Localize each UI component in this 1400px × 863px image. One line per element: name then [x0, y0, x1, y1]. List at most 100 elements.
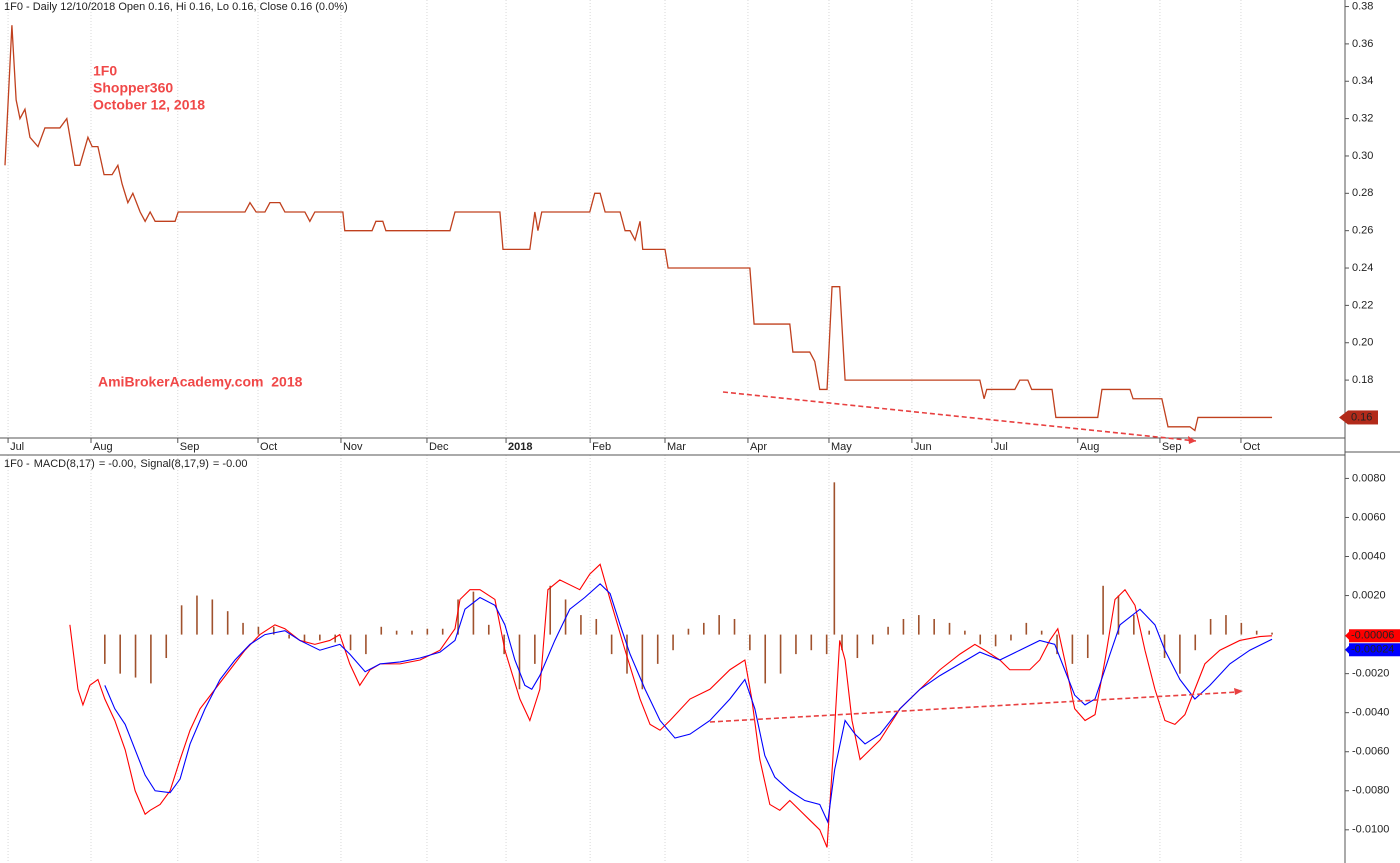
histogram-bar — [1133, 615, 1135, 635]
histogram-bar — [134, 634, 137, 678]
y-tick-label: -0.0060 — [1352, 746, 1389, 758]
histogram-bar — [119, 634, 121, 674]
legend-label: MACD(8,17) — [34, 458, 95, 470]
histogram-bar — [1240, 622, 1243, 635]
histogram-bar — [180, 605, 183, 635]
histogram-bar — [380, 626, 383, 635]
histogram-bar — [672, 634, 674, 651]
y-tick-label: 0.0020 — [1352, 589, 1386, 601]
histogram-bar — [349, 634, 352, 651]
histogram-bar — [948, 622, 951, 635]
histogram-bar — [687, 628, 690, 635]
annotation: 1F0 — [93, 63, 117, 79]
y-tick-label: 0.30 — [1352, 150, 1373, 162]
histogram-bar — [1086, 634, 1089, 659]
legend-readout: = -0.00 — [213, 458, 248, 470]
histogram-bar — [334, 634, 336, 643]
histogram-bar — [1071, 634, 1074, 664]
histogram-bar — [1025, 622, 1028, 635]
histogram-bar — [1010, 634, 1012, 641]
x-tick-label: Aug — [93, 441, 113, 453]
histogram-bar — [1056, 634, 1058, 655]
histogram-bar — [825, 634, 828, 655]
y-tick-label: -0.0020 — [1352, 668, 1389, 680]
last-value-box — [1349, 629, 1400, 643]
trend-arrow — [1188, 436, 1196, 444]
histogram-bar — [933, 618, 935, 635]
x-tick-label: Aug — [1080, 441, 1100, 453]
histogram-bar — [1117, 595, 1120, 635]
y-tick-label: -0.0100 — [1352, 824, 1389, 836]
x-tick-label: May — [831, 441, 852, 453]
x-tick-label: Jun — [914, 441, 932, 453]
histogram-bar — [764, 634, 767, 684]
y-tick-label: 0.32 — [1352, 113, 1373, 125]
histogram-bar — [626, 634, 628, 674]
trend-line — [709, 691, 1239, 723]
x-tick-label: Jul — [994, 441, 1008, 453]
price-line — [4, 25, 1273, 432]
histogram-bar — [365, 634, 367, 655]
series-line — [104, 583, 1273, 824]
histogram-bar — [779, 634, 782, 674]
histogram-bar — [979, 634, 982, 645]
histogram-bar — [964, 630, 966, 635]
marks — [4, 25, 1273, 848]
histogram-bar — [272, 626, 275, 635]
y-tick-label: 0.26 — [1352, 225, 1373, 237]
x-tick-label: Sep — [180, 441, 200, 453]
y-tick-label: 0.20 — [1352, 337, 1373, 349]
last-value-box — [1348, 410, 1378, 425]
last-value-pointer — [1345, 630, 1350, 641]
histogram-bar — [1225, 615, 1227, 635]
histogram-bar — [211, 599, 214, 635]
histogram-bar — [1148, 630, 1150, 635]
histogram-bar — [871, 634, 874, 645]
histogram-bar — [795, 634, 797, 655]
y-tick-label: -0.0080 — [1352, 785, 1389, 797]
histogram-bar — [1271, 632, 1273, 635]
histogram-bar — [1102, 585, 1104, 635]
y-tick-label: -0.0040 — [1352, 707, 1389, 719]
histogram-bar — [749, 634, 751, 651]
histogram-bar — [580, 615, 582, 635]
y-tick-label: 0.18 — [1352, 374, 1373, 386]
series-line — [69, 563, 1273, 848]
grid — [7, 0, 1242, 863]
histogram-bar — [534, 634, 536, 664]
histogram-bar — [196, 595, 198, 635]
histogram-bar — [1040, 630, 1043, 635]
trend-arrow — [1234, 688, 1243, 695]
annotation: October 12, 2018 — [93, 97, 205, 113]
histogram-bar — [902, 618, 905, 635]
histogram-bar — [411, 630, 413, 635]
histogram-bar — [549, 585, 552, 635]
histogram-bar — [702, 622, 705, 635]
histogram-bar — [426, 628, 429, 635]
x-tick-label: Oct — [1243, 441, 1260, 453]
histogram-bar — [656, 634, 659, 664]
last-value-label: 0.16 — [1351, 411, 1372, 423]
histogram-bar — [319, 634, 321, 641]
last-value-pointer — [1339, 410, 1348, 425]
histogram-bar — [733, 618, 736, 635]
legend-label: Signal(8,17,9) — [140, 458, 209, 470]
x-tick-label: Dec — [429, 441, 449, 453]
histogram-bar — [303, 634, 306, 643]
histogram-bar — [288, 634, 290, 639]
histogram-bar — [150, 634, 152, 684]
histogram-bar — [165, 634, 168, 659]
chart-title: 1F0 - Daily 12/10/2018 Open 0.16, Hi 0.1… — [4, 1, 348, 13]
histogram-bar — [104, 634, 106, 664]
histogram-bar — [226, 611, 229, 635]
x-tick-label: 2018 — [508, 441, 532, 453]
last-value-box — [1349, 643, 1400, 657]
histogram-bar — [457, 599, 459, 635]
annotation: Shopper360 — [93, 80, 173, 96]
histogram-bar — [395, 630, 398, 635]
y-tick-label: 0.0040 — [1352, 550, 1386, 562]
histogram-bar — [472, 591, 475, 635]
histogram-bar — [1209, 618, 1212, 635]
